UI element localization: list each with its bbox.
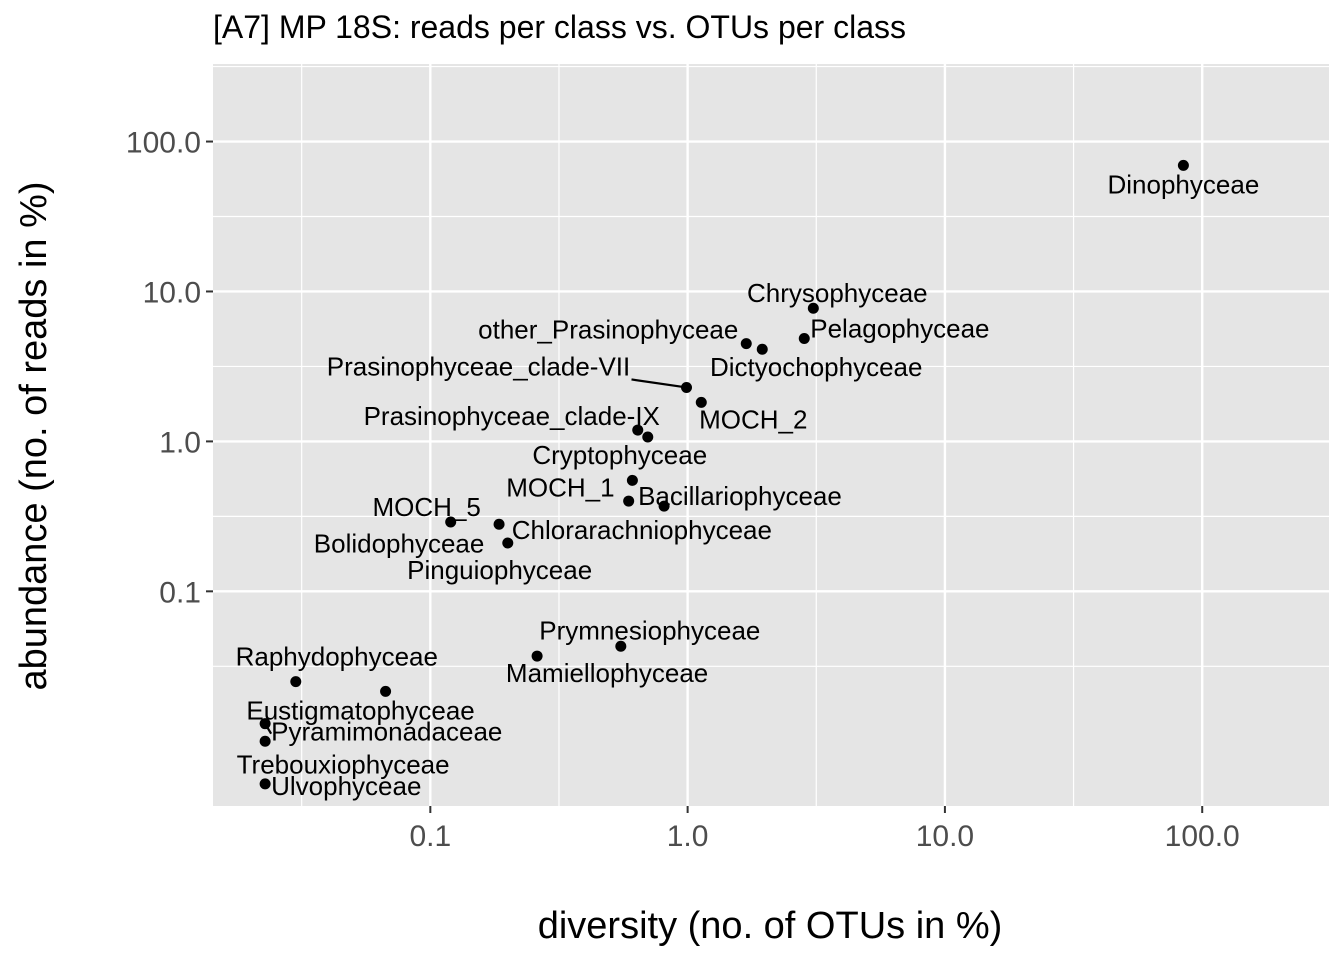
data-point	[756, 343, 768, 355]
point-label: Chrysophyceae	[747, 278, 928, 308]
data-points	[259, 159, 1189, 790]
data-point	[502, 537, 514, 549]
y-tick-label: 1.0	[159, 426, 201, 459]
point-label: Ulvophyceae	[271, 771, 421, 801]
point-label: MOCH_5	[373, 492, 481, 522]
grid-lines	[213, 64, 1329, 806]
x-tick-label: 1.0	[667, 820, 709, 853]
y-tick-label: 10.0	[143, 276, 201, 309]
x-tick-label: 100.0	[1165, 820, 1240, 853]
data-point	[259, 718, 271, 730]
y-tick-label: 100.0	[126, 127, 201, 160]
point-label: other_Prasinophyceae	[478, 315, 738, 345]
point-label: MOCH_1	[506, 472, 614, 502]
data-point	[798, 332, 810, 344]
data-point	[626, 474, 638, 486]
point-label: Prasinophyceae_clade-VII	[327, 351, 631, 381]
data-point	[531, 650, 543, 662]
data-point	[380, 685, 392, 697]
point-label: Mamiellophyceae	[506, 658, 708, 688]
data-point	[290, 676, 302, 688]
point-label: Eustigmatophyceae	[246, 695, 474, 725]
point-label: Chlorarachniophyceae	[512, 515, 772, 545]
axis-ticks: 0.1 1.0 10.0 100.0 0.1 1.0 10.0 100.0	[126, 127, 1240, 853]
point-label: Trebouxiophyceae	[237, 749, 450, 779]
data-point	[695, 396, 707, 408]
point-label: MOCH_2	[699, 404, 807, 434]
point-label: Dictyochophyceae	[710, 352, 922, 382]
plot-panel	[213, 64, 1329, 806]
data-point	[259, 778, 271, 790]
data-point	[615, 640, 627, 652]
data-point	[740, 338, 752, 350]
x-tick-label: 0.1	[409, 820, 451, 853]
point-label: Prymnesiophyceae	[539, 615, 760, 645]
point-label: Bolidophyceae	[314, 528, 485, 558]
x-tick-label: 10.0	[916, 820, 974, 853]
data-point	[259, 735, 271, 747]
point-label: Bacillariophyceae	[638, 481, 842, 511]
data-point	[1177, 159, 1189, 171]
point-labels: Dinophyceae Chrysophyceae Pelagophyceae oth…	[236, 169, 1260, 801]
data-point	[445, 516, 457, 528]
x-axis-title: diversity (no. of OTUs in %)	[538, 905, 1003, 947]
data-point	[493, 518, 505, 530]
data-point	[807, 302, 819, 314]
point-label: Pyramimonadaceae	[271, 717, 502, 747]
point-label: Raphydophyceae	[236, 642, 438, 672]
point-label: Pelagophyceae	[810, 313, 989, 343]
point-label: Prasinophyceae_clade-IX	[364, 401, 660, 431]
chart-title: [A7] MP 18S: reads per class vs. OTUs pe…	[213, 9, 906, 45]
data-point	[681, 381, 693, 393]
point-label: Cryptophyceae	[532, 440, 707, 470]
data-point	[623, 495, 635, 507]
data-point	[632, 424, 644, 436]
data-point	[642, 431, 654, 443]
y-axis-title: abundance (no. of reads in %)	[13, 181, 55, 690]
point-label: Pinguiophyceae	[407, 555, 592, 585]
leader-line	[631, 378, 687, 389]
y-tick-label: 0.1	[159, 576, 201, 609]
point-label: Dinophyceae	[1108, 169, 1260, 199]
data-point	[658, 500, 670, 512]
